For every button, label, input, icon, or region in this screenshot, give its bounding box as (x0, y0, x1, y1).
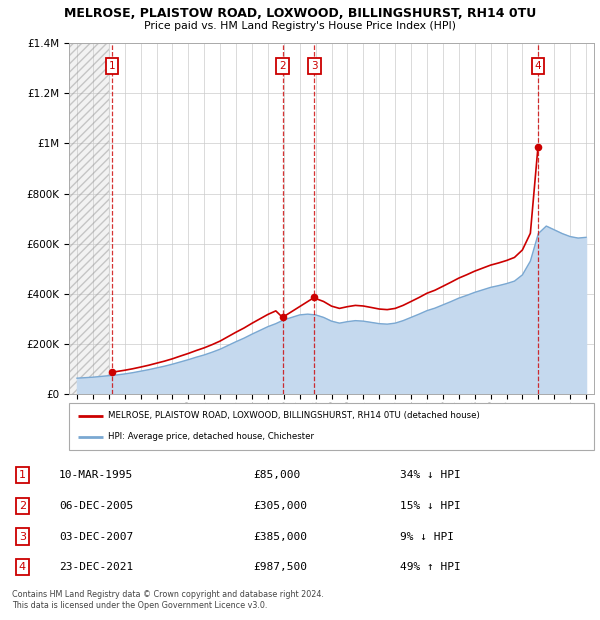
Text: 34% ↓ HPI: 34% ↓ HPI (400, 470, 461, 480)
Text: £385,000: £385,000 (253, 531, 307, 542)
Text: HPI: Average price, detached house, Chichester: HPI: Average price, detached house, Chic… (109, 432, 314, 441)
Text: 1: 1 (19, 470, 26, 480)
Text: 23-DEC-2021: 23-DEC-2021 (59, 562, 133, 572)
Text: Price paid vs. HM Land Registry's House Price Index (HPI): Price paid vs. HM Land Registry's House … (144, 21, 456, 31)
Text: £85,000: £85,000 (253, 470, 300, 480)
Text: 2: 2 (19, 501, 26, 511)
Point (533, 141, 543, 151)
Text: 03-DEC-2007: 03-DEC-2007 (59, 531, 133, 542)
Text: 49% ↑ HPI: 49% ↑ HPI (400, 562, 461, 572)
Point (310, 293, 319, 303)
Text: MELROSE, PLAISTOW ROAD, LOXWOOD, BILLINGSHURST, RH14 0TU: MELROSE, PLAISTOW ROAD, LOXWOOD, BILLING… (64, 7, 536, 20)
Text: 3: 3 (311, 61, 317, 71)
Text: £305,000: £305,000 (253, 501, 307, 511)
Bar (69, 43, 109, 394)
Text: 06-DEC-2005: 06-DEC-2005 (59, 501, 133, 511)
Text: 4: 4 (535, 61, 541, 71)
Point (278, 312, 287, 322)
Text: 3: 3 (19, 531, 26, 542)
Text: Contains HM Land Registry data © Crown copyright and database right 2024.
This d: Contains HM Land Registry data © Crown c… (12, 590, 324, 609)
Text: 15% ↓ HPI: 15% ↓ HPI (400, 501, 461, 511)
Bar (69, 43, 109, 394)
Point (107, 368, 116, 378)
Text: 1: 1 (109, 61, 115, 71)
Text: MELROSE, PLAISTOW ROAD, LOXWOOD, BILLINGSHURST, RH14 0TU (detached house): MELROSE, PLAISTOW ROAD, LOXWOOD, BILLING… (109, 411, 480, 420)
FancyBboxPatch shape (69, 403, 594, 450)
Text: 4: 4 (19, 562, 26, 572)
Text: 10-MAR-1995: 10-MAR-1995 (59, 470, 133, 480)
Text: £987,500: £987,500 (253, 562, 307, 572)
Text: 2: 2 (279, 61, 286, 71)
Text: 9% ↓ HPI: 9% ↓ HPI (400, 531, 454, 542)
